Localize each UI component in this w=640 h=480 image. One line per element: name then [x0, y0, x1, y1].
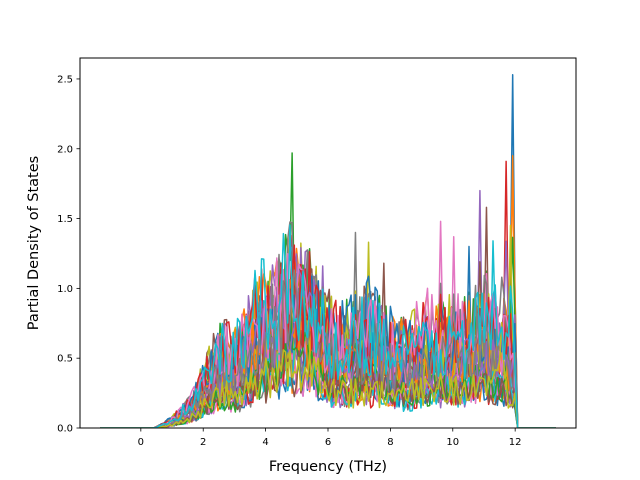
y-tick-label: 0.0 [57, 424, 73, 435]
x-tick-label: 8 [387, 437, 393, 448]
x-tick-label: 6 [325, 437, 331, 448]
plot-lines [100, 74, 556, 428]
y-axis-ticks: 0.0 0.5 1.0 1.5 2.0 2.5 [57, 74, 80, 435]
y-tick-label: 1.5 [57, 214, 73, 225]
x-axis-title: Frequency (THz) [269, 459, 387, 475]
x-tick-label: 0 [138, 437, 144, 448]
x-tick-label: 12 [509, 437, 522, 448]
y-tick-label: 0.5 [57, 354, 73, 365]
x-axis-ticks: 0 2 4 6 8 10 12 [138, 428, 522, 448]
y-tick-label: 2.0 [57, 144, 73, 155]
x-tick-label: 2 [200, 437, 206, 448]
y-tick-label: 1.0 [57, 284, 73, 295]
pdos-series-line [100, 269, 556, 428]
x-tick-label: 4 [262, 437, 268, 448]
y-axis-title: Partial Density of States [26, 156, 42, 330]
x-tick-label: 10 [446, 437, 459, 448]
pdos-series-line [100, 224, 556, 428]
pdos-series-line [100, 321, 556, 428]
y-tick-label: 2.5 [57, 74, 73, 85]
